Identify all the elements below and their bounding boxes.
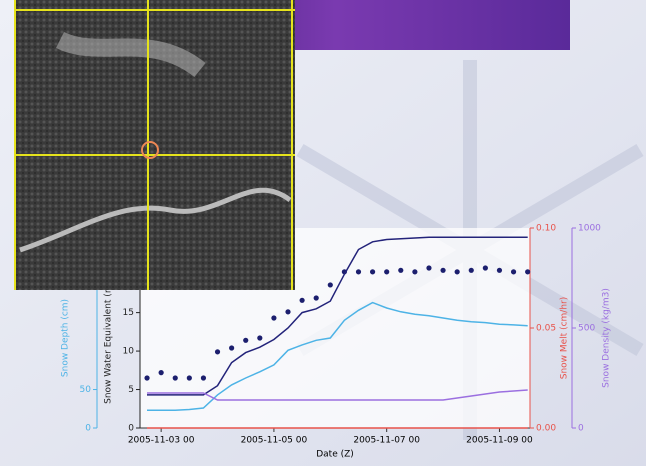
data-point [271,315,277,321]
y-tick-label: 0.05 [536,324,556,334]
data-point [172,375,178,381]
data-point [313,295,319,301]
data-line [147,389,528,401]
data-point [158,370,164,376]
data-point [257,335,263,341]
x-tick-label: 2005-11-09 00 [466,436,533,446]
data-point [229,345,235,351]
data-point [327,282,333,288]
data-point [285,309,291,315]
data-point [440,267,446,273]
y-axis-label: Snow Depth (cm) [61,299,71,377]
data-point [214,349,221,355]
data-point [468,267,474,273]
y-axis-label: Snow Water Equivalent (mm) [104,272,114,404]
y-tick-label: 50 [80,385,92,395]
data-point [243,337,249,343]
data-point [426,265,432,271]
y-tick-label: 0.10 [536,224,556,234]
data-point [384,269,390,275]
data-point [355,269,362,275]
data-point [186,375,192,381]
y-tick-label: 0 [128,424,134,434]
y-tick-label: 10 [123,347,135,357]
data-point [525,269,531,275]
data-point [398,267,404,273]
data-point [510,269,517,275]
y-axis-label: Snow Melt (cm/hr) [560,297,570,380]
satellite-image [14,0,295,290]
x-tick-label: 2005-11-07 00 [353,436,420,446]
y-tick-label: 0.00 [536,424,556,434]
x-tick-label: 2005-11-05 00 [241,436,308,446]
y-tick-label: 0 [578,424,584,434]
data-point [144,375,150,381]
data-line [147,236,528,396]
data-point [299,297,305,303]
data-point [412,269,418,275]
data-point [454,269,460,275]
y-tick-label: 15 [123,308,134,318]
y-tick-label: 500 [578,324,595,334]
y-tick-label: 5 [128,385,134,395]
x-axis-label: Date (Z) [316,450,354,460]
y-tick-label: 1000 [578,224,601,234]
data-point [496,267,503,273]
data-point [200,375,207,381]
x-tick-label: 2005-11-03 00 [128,436,195,446]
data-point [369,269,376,275]
data-line [147,301,528,412]
y-axis-label: Snow Density (kg/m3) [602,288,612,388]
data-point [482,265,488,271]
y-tick-label: 0 [85,424,91,434]
